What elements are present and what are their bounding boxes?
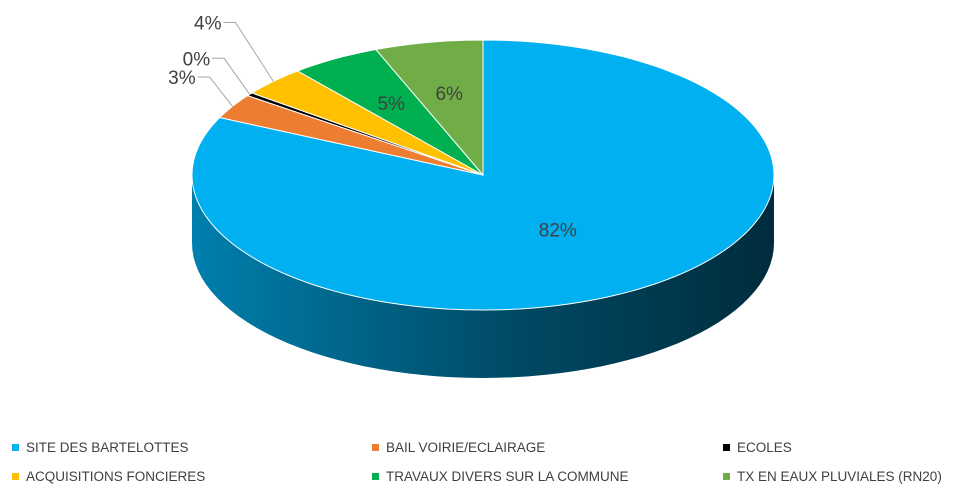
legend-swatch <box>723 444 730 451</box>
legend-label: ACQUISITIONS FONCIERES <box>26 469 206 484</box>
data-label-tx-en-eaux-pluviales-rn20: 6% <box>435 84 463 105</box>
leader-line-bail-voirie-eclairage <box>197 76 233 107</box>
legend-item-site-des-bartelottes: SITE DES BARTELOTTES <box>12 440 189 455</box>
slice-side-site-des-bartelottes <box>192 175 774 378</box>
legend-swatch <box>12 444 19 451</box>
data-label-bail-voirie-eclairage: 3% <box>168 68 196 89</box>
pie-depth <box>192 175 774 378</box>
legend: SITE DES BARTELOTTES BAIL VOIRIE/ECLAIRAG… <box>0 432 958 490</box>
legend-label: TRAVAUX DIVERS SUR LA COMMUNE <box>386 469 629 484</box>
legend-label: SITE DES BARTELOTTES <box>26 440 189 455</box>
legend-item-ecoles: ECOLES <box>723 440 792 455</box>
pie-top <box>191 39 775 311</box>
slice-travaux-divers-sur-la-commune <box>296 48 484 176</box>
data-label-acquisitions-foncieres: 4% <box>194 14 222 35</box>
legend-label: ECOLES <box>737 440 792 455</box>
data-label-site-des-bartelottes: 82% <box>539 221 577 242</box>
pie-labels: 82% 3%0% 4% 5% 6% <box>168 14 577 242</box>
legend-swatch <box>372 473 379 480</box>
legend-item-travaux-divers-sur-la-commune: TRAVAUX DIVERS SUR LA COMMUNE <box>372 469 629 484</box>
legend-swatch <box>372 444 379 451</box>
legend-item-tx-en-eaux-pluviales-rn20: TX EN EAUX PLUVIALES (RN20) <box>723 469 942 484</box>
data-label-ecoles: 0% <box>183 49 211 70</box>
legend-label: BAIL VOIRIE/ECLAIRAGE <box>386 440 546 455</box>
legend-item-acquisitions-foncieres: ACQUISITIONS FONCIERES <box>12 469 205 484</box>
leader-line-acquisitions-foncieres <box>223 22 274 82</box>
legend-label: TX EN EAUX PLUVIALES (RN20) <box>737 469 942 484</box>
data-label-travaux-divers-sur-la-commune: 5% <box>377 94 405 115</box>
leader-line-ecoles <box>212 57 251 95</box>
legend-swatch <box>12 473 19 480</box>
legend-item-bail-voirie-eclairage: BAIL VOIRIE/ECLAIRAGE <box>372 440 545 455</box>
legend-swatch <box>723 473 730 480</box>
slice-tx-en-eaux-pluviales-rn20 <box>374 39 484 177</box>
